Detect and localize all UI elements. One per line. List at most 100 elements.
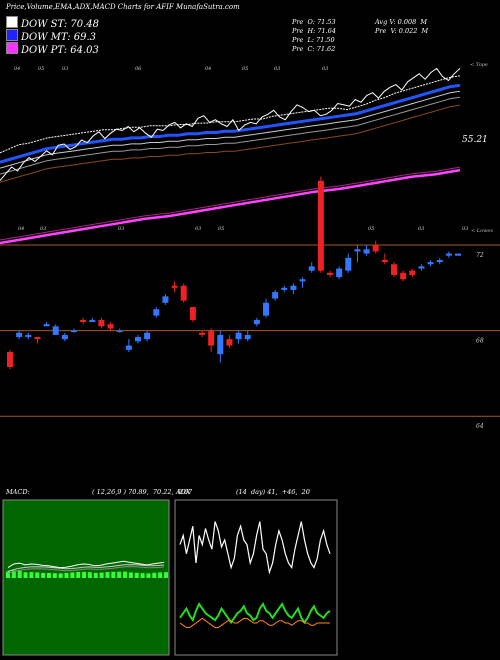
candle-body xyxy=(162,296,169,303)
candle-body xyxy=(208,330,215,346)
top-date-label: 05 xyxy=(38,66,44,72)
price-tick-label: 72 xyxy=(476,252,484,259)
macd-histogram-bar xyxy=(52,573,57,578)
ema-pt-label: DOW PT: 64.03 xyxy=(6,42,99,56)
adx-panel xyxy=(174,499,338,656)
adx-background xyxy=(174,499,338,656)
macd-histogram-bar xyxy=(128,572,133,578)
candle-body xyxy=(98,319,105,327)
candle-body xyxy=(253,319,260,325)
macd-histogram-bar xyxy=(87,572,92,578)
ma-value-label: 55.21 xyxy=(462,135,488,145)
candle-body xyxy=(61,334,68,340)
candle-body xyxy=(391,264,397,275)
candle-body xyxy=(372,245,379,252)
mid-date-label: 03 xyxy=(195,226,201,232)
avg-volume: Avg V: 0.008 M xyxy=(375,18,428,26)
price-tick-label: 68 xyxy=(476,338,484,345)
ema-mid-gray-line xyxy=(0,96,461,175)
top-date-label: 05 xyxy=(242,66,248,72)
candle-body xyxy=(144,332,151,340)
candle-body xyxy=(354,249,361,252)
ema-mt-label: DOW MT: 69.3 xyxy=(6,29,96,43)
candle-body xyxy=(272,292,279,299)
pre-volume: Pre V: 0.022 M xyxy=(375,27,429,35)
mid-date-label: 03 xyxy=(118,226,124,232)
ema-mt-line xyxy=(0,83,461,164)
ema-pt-swatch xyxy=(6,42,18,54)
candle-body xyxy=(327,272,333,275)
adx-minus-di-line xyxy=(179,601,331,625)
candle-body xyxy=(217,334,224,355)
ema-pt-shadow-line xyxy=(0,166,461,241)
candle-body xyxy=(43,324,50,327)
pre-high: Pre H: 71.64 xyxy=(292,27,336,35)
candle-body xyxy=(171,285,178,288)
candle-body xyxy=(299,279,306,282)
macd-histogram-bar xyxy=(93,572,98,578)
candle-body xyxy=(80,319,87,323)
candle-body xyxy=(16,332,23,338)
mid-date-label: 04 xyxy=(18,226,24,232)
macd-histogram-bar xyxy=(41,572,46,578)
adx-title: ADX xyxy=(176,488,191,496)
ema-mt-text: DOW MT: 69.3 xyxy=(21,32,97,43)
top-date-label: 04 xyxy=(14,66,20,72)
candle-body xyxy=(25,334,32,338)
candle-body xyxy=(244,334,251,340)
candle-body xyxy=(455,253,461,256)
macd-histogram-bar xyxy=(134,572,139,578)
ema-st-label: DOW ST: 70.48 xyxy=(6,16,99,30)
candle-body xyxy=(263,302,269,316)
mid-date-label: 05 xyxy=(368,226,374,232)
macd-histogram-bar xyxy=(140,573,145,578)
macd-histogram-bar xyxy=(158,572,163,578)
close-price-line xyxy=(0,67,461,181)
candle-body xyxy=(290,285,297,290)
macd-histogram-bar xyxy=(11,570,16,578)
macd-histogram-bar xyxy=(70,572,75,578)
adx-values: (14 day) 41, +46, 20 xyxy=(236,488,310,496)
candle-body xyxy=(153,309,160,316)
top-date-label: 03 xyxy=(274,66,280,72)
top-date-label: 03 xyxy=(62,66,68,72)
mid-date-label: 03 xyxy=(40,226,46,232)
ema-long-line xyxy=(0,104,461,183)
ema-st-line xyxy=(0,75,461,154)
ema-st-swatch xyxy=(6,16,18,28)
candle-body xyxy=(308,266,315,271)
macd-histogram-bar xyxy=(99,572,104,578)
mid-date-label: 03 xyxy=(418,226,424,232)
macd-histogram-bar xyxy=(46,572,51,578)
candle-body xyxy=(7,352,13,367)
candle-body xyxy=(336,268,343,278)
adx-line xyxy=(179,617,330,629)
ema-pt-text: DOW PT: 64.03 xyxy=(21,45,99,56)
lowes-marker-label: < Lowes xyxy=(471,228,493,234)
candle-body xyxy=(418,266,425,269)
pre-low: Pre L: 71.50 xyxy=(292,36,335,44)
macd-signal-line xyxy=(7,564,165,572)
macd-histogram-bar xyxy=(164,572,168,578)
ema-st-text: DOW ST: 70.48 xyxy=(21,19,100,30)
candle-body xyxy=(34,337,41,340)
ema-pt-line xyxy=(0,168,461,245)
mid-date-label: 05 xyxy=(218,226,224,232)
macd-histogram-bar xyxy=(23,572,28,578)
macd-panel xyxy=(2,499,170,656)
macd-histogram-bar xyxy=(35,572,40,578)
candle-body xyxy=(189,307,196,320)
macd-histogram-bar xyxy=(152,572,157,578)
adx-plus-di-line xyxy=(179,521,331,575)
top-marker-label: < Tope xyxy=(470,62,488,68)
candle-body xyxy=(89,319,96,323)
macd-histogram-bar xyxy=(29,572,34,578)
chart-title: Price,Volume,EMA,ADX,MACD Charts for AFI… xyxy=(6,3,240,11)
candle-body xyxy=(345,257,352,271)
candle-body xyxy=(107,324,114,329)
candle-body xyxy=(363,249,370,254)
candle-body xyxy=(180,285,187,301)
mid-date-label: 03 xyxy=(462,226,468,232)
candle-body xyxy=(409,270,416,275)
macd-histogram-bar xyxy=(82,571,87,578)
